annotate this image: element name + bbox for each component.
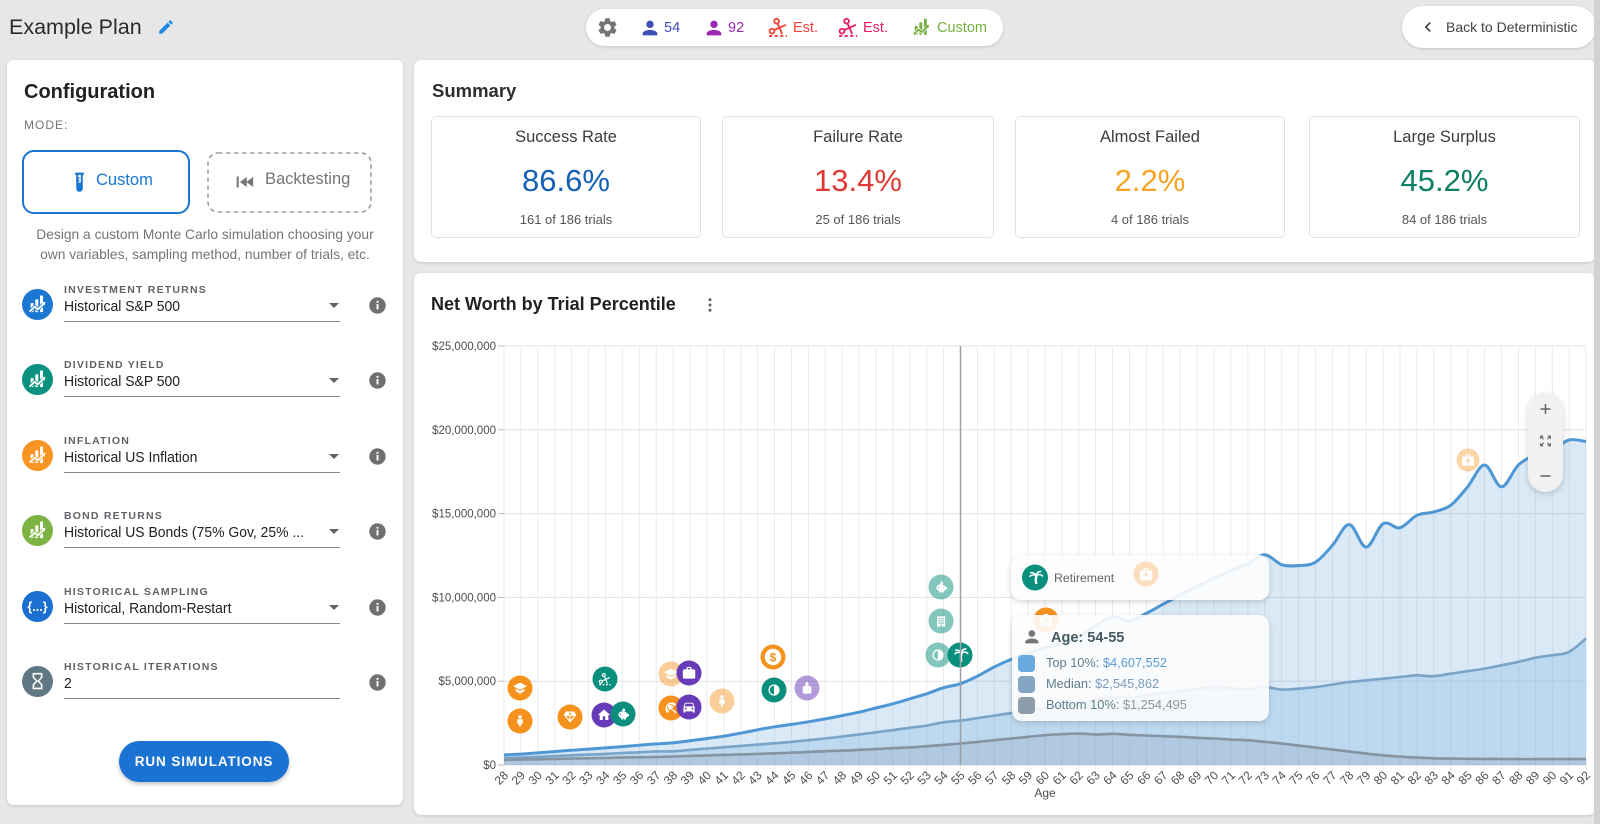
svg-text:$5,000,000: $5,000,000 — [438, 676, 496, 688]
svg-text:Age: 54-55: Age: 54-55 — [1051, 630, 1124, 646]
svg-text:$15,000,000: $15,000,000 — [432, 509, 496, 521]
svg-text:Age: Age — [1034, 786, 1056, 800]
svg-text:$0: $0 — [483, 760, 496, 772]
svg-text:$25,000,000: $25,000,000 — [432, 341, 496, 353]
svg-text:Bottom 10%: $1,254,495: Bottom 10%: $1,254,495 — [1046, 697, 1187, 712]
svg-text:Median: $2,545,862: Median: $2,545,862 — [1046, 676, 1159, 691]
svg-text:{...}: {...} — [27, 600, 47, 614]
svg-text:Top 10%: $4,607,552: Top 10%: $4,607,552 — [1046, 655, 1167, 670]
svg-text:$: $ — [770, 651, 777, 665]
svg-text:92: 92 — [1574, 768, 1594, 788]
svg-text:$20,000,000: $20,000,000 — [432, 425, 496, 437]
svg-text:$10,000,000: $10,000,000 — [432, 592, 496, 604]
svg-text:Retirement: Retirement — [1054, 571, 1115, 585]
